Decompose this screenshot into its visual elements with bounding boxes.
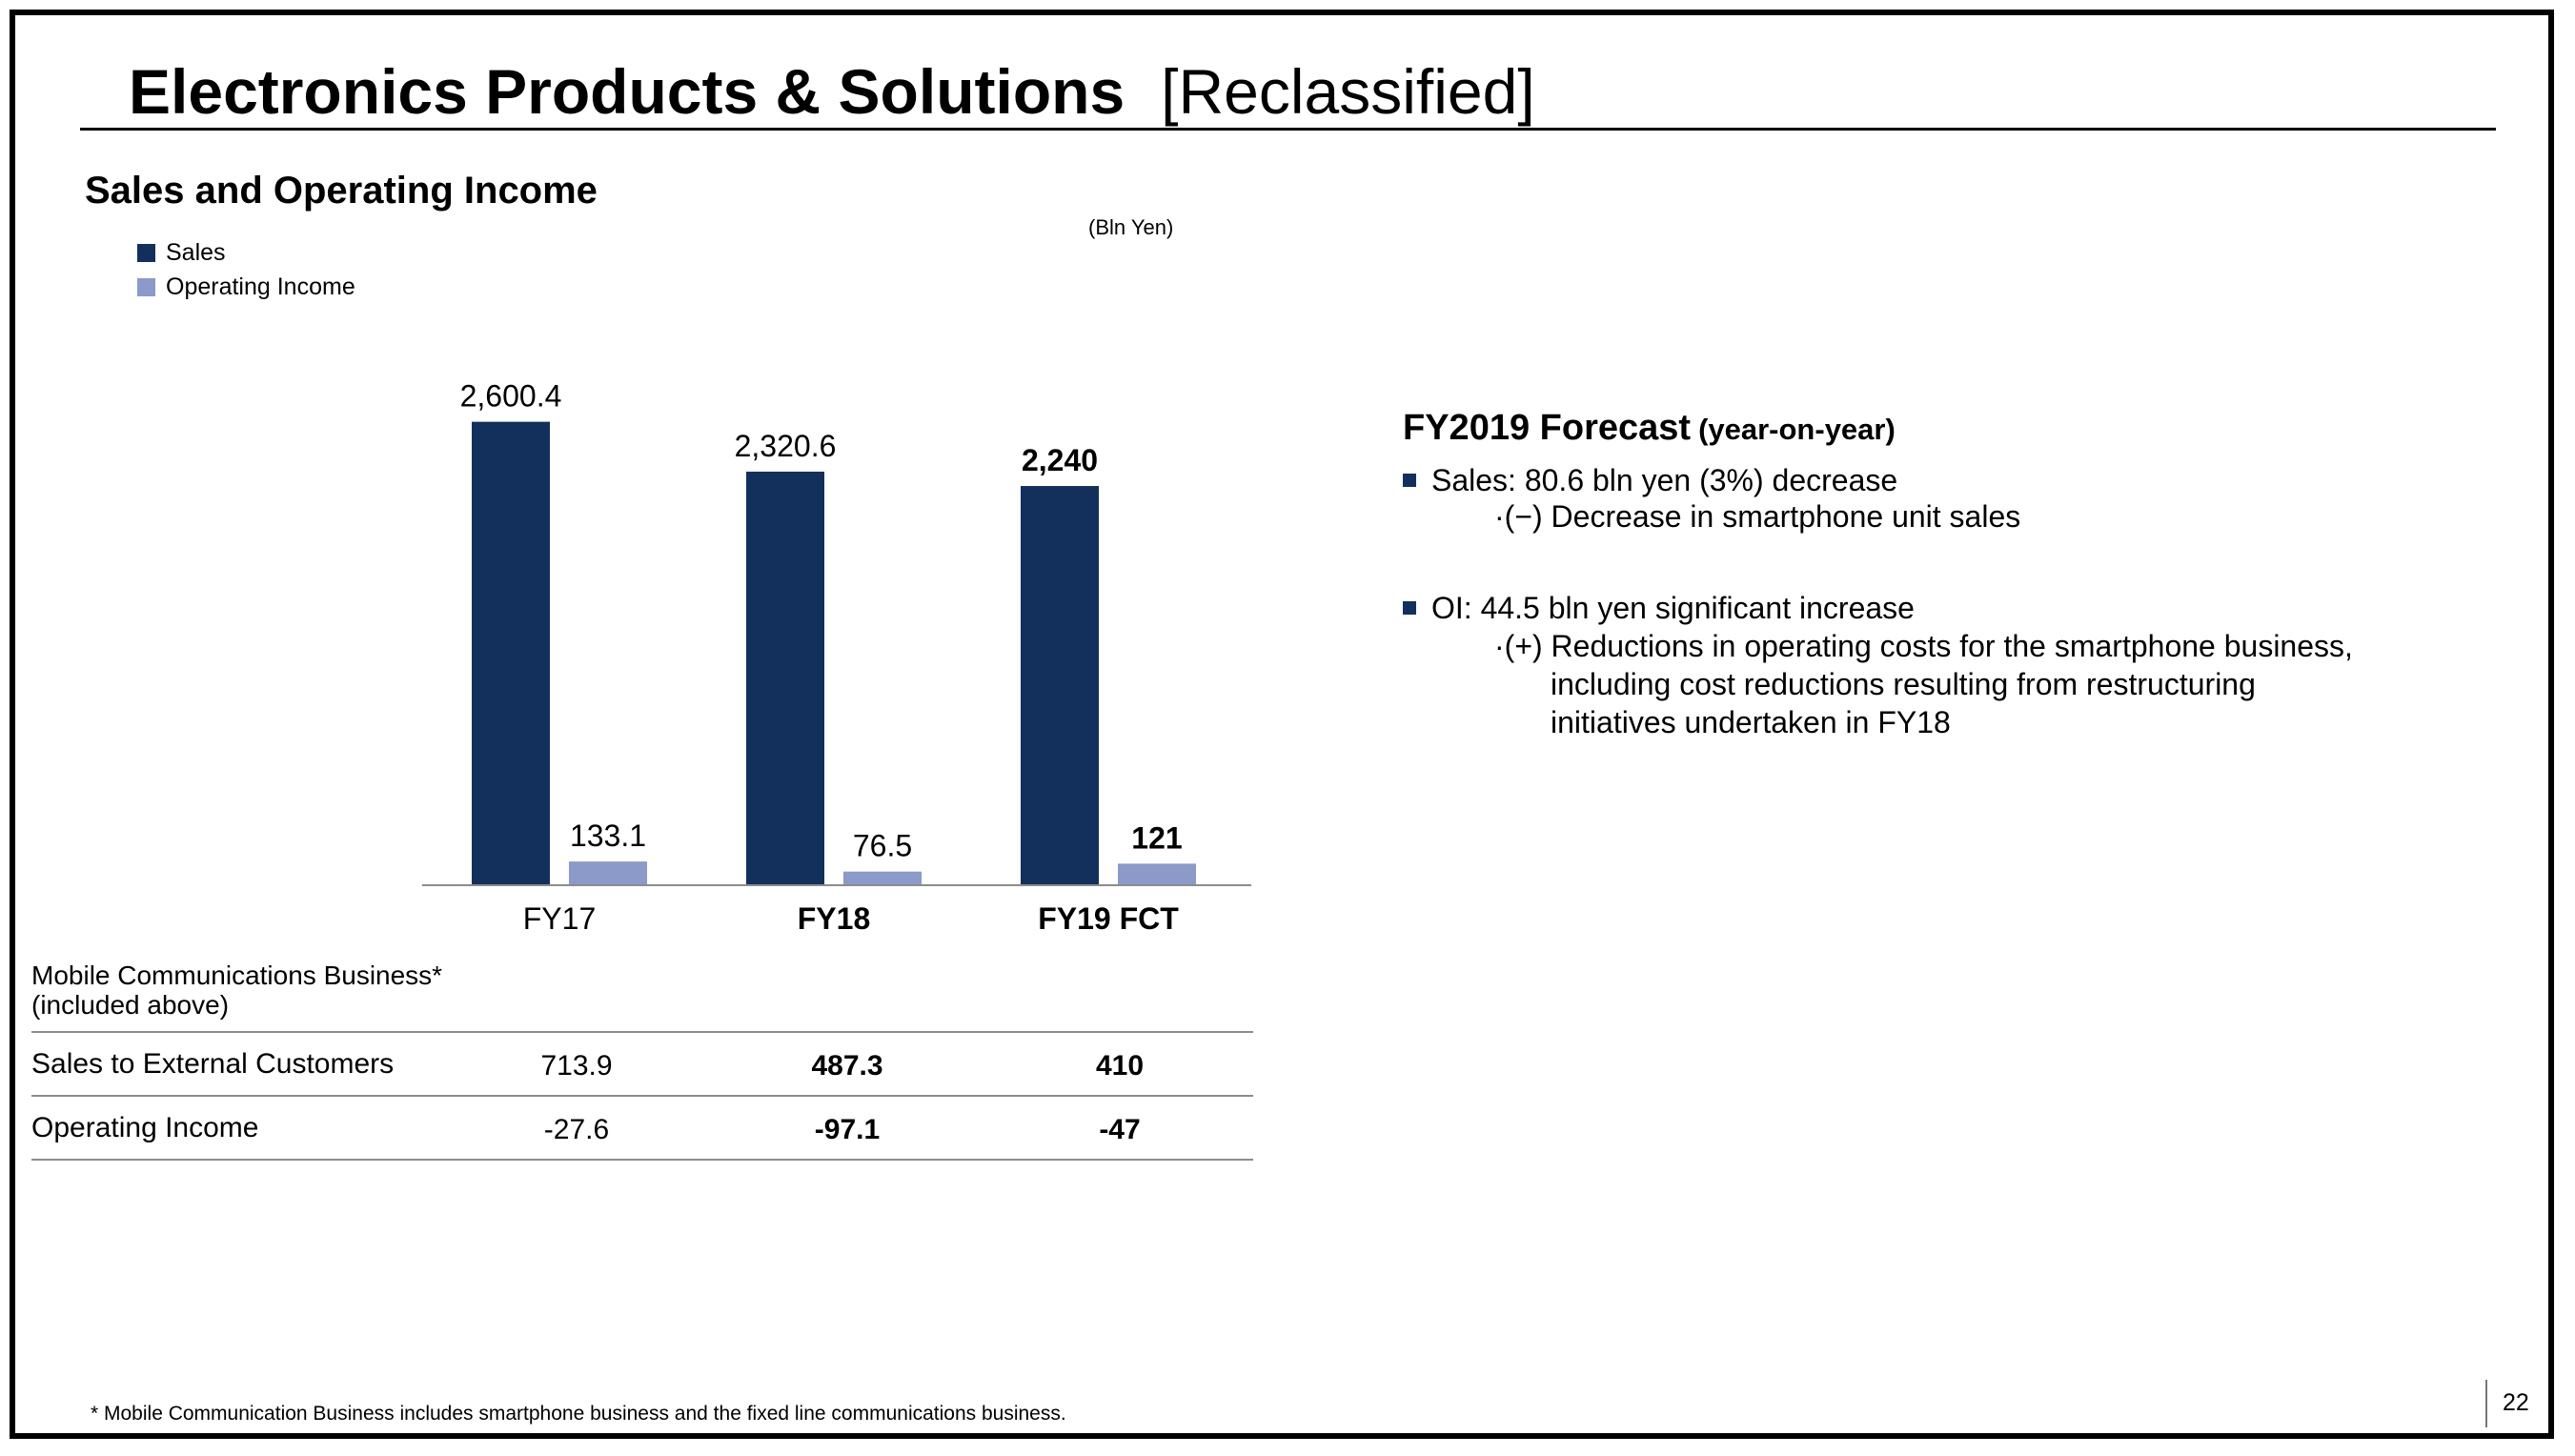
data-label-operating-income-fy18: 76.5 — [853, 829, 912, 863]
chart-section-title: Sales and Operating Income — [85, 170, 598, 212]
bullet-square-icon — [1403, 474, 1416, 487]
forecast-title: FY2019 Forecast (year-on-year) — [1403, 408, 1896, 449]
legend-swatch-operating-income — [137, 277, 155, 296]
mobile-business-label: Mobile Communications Business* (include… — [31, 961, 442, 1020]
data-label-operating-income-fy19-fct: 121 — [1131, 820, 1182, 855]
x-tick-label-fy18: FY18 — [798, 901, 870, 936]
legend-label-operating-income: Operating Income — [166, 273, 355, 300]
bar-operating-income-fy18 — [843, 871, 922, 885]
table-cell-sales-fy17: 713.9 — [540, 1050, 613, 1082]
x-tick-label-fy17: FY17 — [523, 901, 596, 936]
title-tag: [Reclassified] — [1161, 56, 1535, 127]
forecast-title-sub: (year-on-year) — [1698, 413, 1896, 446]
table-row-label-sales: Sales to External Customers — [31, 1048, 395, 1080]
bar-sales-fy17 — [472, 421, 550, 885]
forecast-oi-detail-2: including cost reductions resulting from… — [1551, 667, 2256, 701]
data-label-sales-fy17: 2,600.4 — [460, 379, 562, 414]
title-underline — [80, 128, 2496, 131]
forecast-sales-bullet: Sales: 80.6 bln yen (3%) decrease — [1403, 461, 1897, 499]
mobile-business-label-line1: Mobile Communications Business* — [31, 961, 443, 990]
forecast-sales-detail: ·(−) Decrease in smartphone unit sales — [1494, 499, 2021, 534]
legend-swatch-sales — [137, 243, 155, 262]
bullet-square-icon — [1403, 601, 1416, 615]
table-cell-sales-fy19: 410 — [1095, 1050, 1145, 1082]
unit-label: (Bln Yen) — [1088, 215, 1174, 239]
forecast-oi-text: OI: 44.5 bln yen significant increase — [1431, 591, 1915, 625]
table-cell-sales-fy18: 487.3 — [811, 1050, 883, 1082]
page-number: 22 — [2503, 1389, 2529, 1416]
x-tick-label-fy19-fct: FY19 FCT — [1038, 901, 1179, 936]
bar-sales-fy19-fct — [1021, 486, 1099, 885]
table-rule-top — [31, 1031, 1253, 1033]
data-label-sales-fy18: 2,320.6 — [735, 429, 837, 463]
title-main: Electronics Products & Solutions — [129, 56, 1125, 127]
legend-item-operating-income: Operating Income — [137, 273, 355, 301]
data-label-sales-fy19-fct: 2,240 — [1022, 443, 1098, 477]
slide-frame — [10, 10, 2554, 1439]
forecast-oi-detail-3: initiatives undertaken in FY18 — [1551, 705, 1951, 739]
page-title: Electronics Products & Solutions [Reclass… — [129, 53, 1535, 130]
forecast-sales-text: Sales: 80.6 bln yen (3%) decrease — [1431, 463, 1898, 497]
footnote: * Mobile Communication Business includes… — [91, 1403, 1066, 1425]
forecast-oi-bullet: OI: 44.5 bln yen significant increase — [1403, 589, 1915, 627]
data-label-operating-income-fy17: 133.1 — [570, 819, 646, 853]
legend-item-sales: Sales — [137, 238, 226, 267]
table-cell-oi-fy17: -27.6 — [543, 1114, 610, 1145]
bar-operating-income-fy17 — [569, 861, 647, 885]
forecast-oi-detail-1: ·(+) Reductions in operating costs for t… — [1494, 629, 2353, 663]
page-number-divider — [2485, 1380, 2487, 1427]
table-rule-bottom — [31, 1159, 1253, 1161]
table-cell-oi-fy19: -47 — [1099, 1114, 1141, 1145]
legend-label-sales: Sales — [166, 238, 226, 266]
bar-sales-fy18 — [746, 471, 824, 885]
table-row-label-oi: Operating Income — [31, 1112, 259, 1143]
bar-operating-income-fy19-fct — [1118, 863, 1196, 885]
table-rule-middle — [31, 1095, 1253, 1097]
forecast-title-main: FY2019 Forecast — [1403, 408, 1692, 448]
table-cell-oi-fy18: -97.1 — [814, 1114, 881, 1145]
mobile-business-label-line2: (included above) — [31, 990, 230, 1020]
